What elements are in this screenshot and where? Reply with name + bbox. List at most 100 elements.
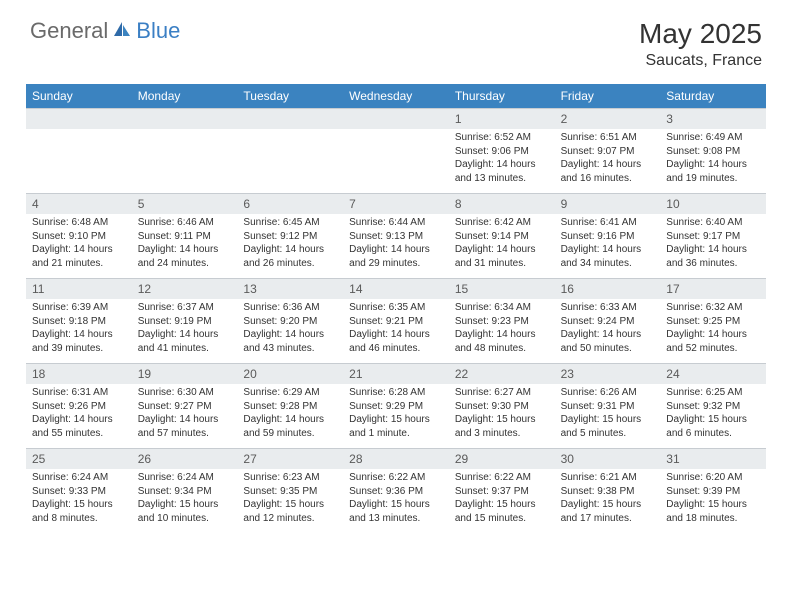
sunset-text: Sunset: 9:06 PM [455, 145, 549, 159]
day-cell: Sunrise: 6:49 AMSunset: 9:08 PMDaylight:… [660, 129, 766, 193]
day-cell: Sunrise: 6:21 AMSunset: 9:38 PMDaylight:… [555, 469, 661, 533]
day-cell: Sunrise: 6:45 AMSunset: 9:12 PMDaylight:… [237, 214, 343, 278]
sunset-text: Sunset: 9:20 PM [243, 315, 337, 329]
day-cell: Sunrise: 6:24 AMSunset: 9:33 PMDaylight:… [26, 469, 132, 533]
sunset-text: Sunset: 9:38 PM [561, 485, 655, 499]
daylight-text: Daylight: 15 hours and 1 minute. [349, 413, 443, 440]
logo-text-general: General [30, 18, 108, 44]
weekday-header: Tuesday [237, 84, 343, 108]
day-cell: Sunrise: 6:32 AMSunset: 9:25 PMDaylight:… [660, 299, 766, 363]
day-number [343, 109, 449, 129]
day-number: 18 [26, 364, 132, 384]
weekday-header: Friday [555, 84, 661, 108]
daylight-text: Daylight: 15 hours and 13 minutes. [349, 498, 443, 525]
weekday-header: Wednesday [343, 84, 449, 108]
page-header: General Blue May 2025 Saucats, France [0, 0, 792, 78]
sunset-text: Sunset: 9:39 PM [666, 485, 760, 499]
day-cell [132, 129, 238, 193]
daylight-text: Daylight: 14 hours and 29 minutes. [349, 243, 443, 270]
sunset-text: Sunset: 9:28 PM [243, 400, 337, 414]
daylight-text: Daylight: 14 hours and 46 minutes. [349, 328, 443, 355]
day-cell: Sunrise: 6:46 AMSunset: 9:11 PMDaylight:… [132, 214, 238, 278]
sunrise-text: Sunrise: 6:40 AM [666, 216, 760, 230]
sunset-text: Sunset: 9:12 PM [243, 230, 337, 244]
day-number: 11 [26, 279, 132, 299]
sunrise-text: Sunrise: 6:30 AM [138, 386, 232, 400]
sunset-text: Sunset: 9:35 PM [243, 485, 337, 499]
day-number: 16 [555, 279, 661, 299]
day-number: 8 [449, 194, 555, 214]
day-cell: Sunrise: 6:28 AMSunset: 9:29 PMDaylight:… [343, 384, 449, 448]
day-cell: Sunrise: 6:27 AMSunset: 9:30 PMDaylight:… [449, 384, 555, 448]
day-cell: Sunrise: 6:34 AMSunset: 9:23 PMDaylight:… [449, 299, 555, 363]
weekday-header: Sunday [26, 84, 132, 108]
day-number: 27 [237, 449, 343, 469]
sunrise-text: Sunrise: 6:42 AM [455, 216, 549, 230]
day-number: 23 [555, 364, 661, 384]
daylight-text: Daylight: 14 hours and 16 minutes. [561, 158, 655, 185]
sunrise-text: Sunrise: 6:37 AM [138, 301, 232, 315]
weekday-header: Thursday [449, 84, 555, 108]
day-cell: Sunrise: 6:20 AMSunset: 9:39 PMDaylight:… [660, 469, 766, 533]
day-cell [237, 129, 343, 193]
sunrise-text: Sunrise: 6:20 AM [666, 471, 760, 485]
sunrise-text: Sunrise: 6:27 AM [455, 386, 549, 400]
sunrise-text: Sunrise: 6:24 AM [32, 471, 126, 485]
day-cell [26, 129, 132, 193]
sunset-text: Sunset: 9:14 PM [455, 230, 549, 244]
day-number-row: 25262728293031 [26, 448, 766, 469]
daylight-text: Daylight: 14 hours and 24 minutes. [138, 243, 232, 270]
day-data-row: Sunrise: 6:24 AMSunset: 9:33 PMDaylight:… [26, 469, 766, 533]
location-label: Saucats, France [639, 52, 762, 70]
day-cell: Sunrise: 6:37 AMSunset: 9:19 PMDaylight:… [132, 299, 238, 363]
day-cell: Sunrise: 6:35 AMSunset: 9:21 PMDaylight:… [343, 299, 449, 363]
day-cell: Sunrise: 6:52 AMSunset: 9:06 PMDaylight:… [449, 129, 555, 193]
day-number: 12 [132, 279, 238, 299]
sunset-text: Sunset: 9:17 PM [666, 230, 760, 244]
day-number: 29 [449, 449, 555, 469]
daylight-text: Daylight: 15 hours and 3 minutes. [455, 413, 549, 440]
day-cell: Sunrise: 6:22 AMSunset: 9:36 PMDaylight:… [343, 469, 449, 533]
sunset-text: Sunset: 9:07 PM [561, 145, 655, 159]
sunset-text: Sunset: 9:18 PM [32, 315, 126, 329]
day-cell: Sunrise: 6:30 AMSunset: 9:27 PMDaylight:… [132, 384, 238, 448]
sunrise-text: Sunrise: 6:36 AM [243, 301, 337, 315]
sunset-text: Sunset: 9:33 PM [32, 485, 126, 499]
weekday-header: Monday [132, 84, 238, 108]
day-number: 7 [343, 194, 449, 214]
sunset-text: Sunset: 9:11 PM [138, 230, 232, 244]
daylight-text: Daylight: 15 hours and 8 minutes. [32, 498, 126, 525]
sunrise-text: Sunrise: 6:22 AM [349, 471, 443, 485]
sunset-text: Sunset: 9:19 PM [138, 315, 232, 329]
day-data-row: Sunrise: 6:39 AMSunset: 9:18 PMDaylight:… [26, 299, 766, 363]
sunset-text: Sunset: 9:32 PM [666, 400, 760, 414]
sunset-text: Sunset: 9:21 PM [349, 315, 443, 329]
sunset-text: Sunset: 9:10 PM [32, 230, 126, 244]
daylight-text: Daylight: 15 hours and 18 minutes. [666, 498, 760, 525]
day-cell: Sunrise: 6:39 AMSunset: 9:18 PMDaylight:… [26, 299, 132, 363]
sunrise-text: Sunrise: 6:46 AM [138, 216, 232, 230]
sunset-text: Sunset: 9:36 PM [349, 485, 443, 499]
daylight-text: Daylight: 14 hours and 48 minutes. [455, 328, 549, 355]
sunrise-text: Sunrise: 6:51 AM [561, 131, 655, 145]
day-number: 3 [660, 109, 766, 129]
sunset-text: Sunset: 9:34 PM [138, 485, 232, 499]
sunrise-text: Sunrise: 6:23 AM [243, 471, 337, 485]
daylight-text: Daylight: 14 hours and 34 minutes. [561, 243, 655, 270]
daylight-text: Daylight: 15 hours and 6 minutes. [666, 413, 760, 440]
day-cell: Sunrise: 6:33 AMSunset: 9:24 PMDaylight:… [555, 299, 661, 363]
day-number: 28 [343, 449, 449, 469]
day-number-row: 45678910 [26, 193, 766, 214]
sunrise-text: Sunrise: 6:34 AM [455, 301, 549, 315]
daylight-text: Daylight: 14 hours and 21 minutes. [32, 243, 126, 270]
sunrise-text: Sunrise: 6:28 AM [349, 386, 443, 400]
weekday-header-row: Sunday Monday Tuesday Wednesday Thursday… [26, 84, 766, 108]
day-data-row: Sunrise: 6:48 AMSunset: 9:10 PMDaylight:… [26, 214, 766, 278]
day-number: 25 [26, 449, 132, 469]
day-number: 9 [555, 194, 661, 214]
day-number: 10 [660, 194, 766, 214]
day-cell: Sunrise: 6:51 AMSunset: 9:07 PMDaylight:… [555, 129, 661, 193]
sunset-text: Sunset: 9:37 PM [455, 485, 549, 499]
day-data-row: Sunrise: 6:31 AMSunset: 9:26 PMDaylight:… [26, 384, 766, 448]
daylight-text: Daylight: 14 hours and 59 minutes. [243, 413, 337, 440]
